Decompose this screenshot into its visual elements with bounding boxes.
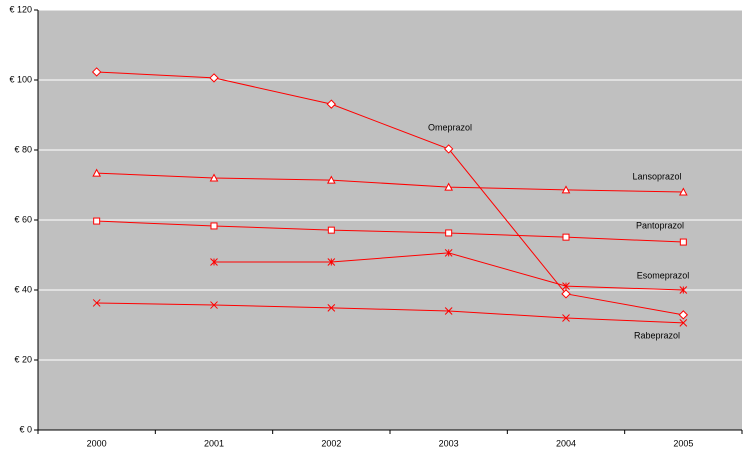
series-line bbox=[96, 220, 684, 243]
marker bbox=[561, 185, 571, 194]
series-label: Pantoprazol bbox=[636, 220, 684, 230]
marker bbox=[327, 303, 336, 312]
y-tick-label: € 20 bbox=[14, 354, 32, 364]
y-tick-label: € 0 bbox=[19, 424, 32, 434]
marker bbox=[679, 319, 688, 327]
marker bbox=[91, 67, 102, 77]
marker bbox=[209, 173, 219, 182]
series-line bbox=[96, 71, 684, 316]
marker bbox=[678, 310, 689, 320]
marker bbox=[92, 299, 101, 307]
marker bbox=[93, 217, 101, 225]
x-tick-label: 2005 bbox=[673, 438, 693, 448]
marker bbox=[210, 222, 218, 230]
marker bbox=[326, 99, 337, 109]
y-tick-label: € 80 bbox=[14, 144, 32, 154]
marker bbox=[561, 289, 571, 299]
marker bbox=[678, 187, 688, 196]
marker bbox=[92, 168, 102, 177]
marker bbox=[326, 175, 336, 184]
marker bbox=[327, 258, 336, 266]
y-tick-label: € 60 bbox=[14, 214, 32, 224]
marker bbox=[327, 226, 335, 234]
marker bbox=[679, 238, 687, 246]
marker bbox=[562, 233, 570, 241]
series-label: Rabeprazol bbox=[634, 330, 680, 340]
marker bbox=[210, 301, 218, 309]
marker bbox=[444, 307, 453, 315]
marker bbox=[209, 73, 219, 83]
marker bbox=[444, 182, 454, 191]
x-tick-label: 2004 bbox=[556, 438, 576, 448]
marker bbox=[443, 144, 454, 154]
marker bbox=[444, 249, 453, 257]
x-tick-label: 2002 bbox=[321, 438, 341, 448]
marker bbox=[562, 314, 570, 322]
series-label: Lansoprazol bbox=[632, 171, 681, 181]
marker bbox=[210, 258, 218, 266]
marker bbox=[445, 229, 453, 237]
x-tick-label: 2003 bbox=[439, 438, 459, 448]
y-tick-label: € 40 bbox=[14, 284, 32, 294]
series-label: Omeprazol bbox=[428, 122, 472, 132]
series-line bbox=[96, 172, 684, 193]
marker bbox=[562, 282, 570, 291]
y-tick-label: € 120 bbox=[9, 4, 32, 14]
series-label: Esomeprazol bbox=[637, 270, 690, 280]
y-tick-label: € 100 bbox=[9, 74, 32, 84]
marker bbox=[679, 286, 688, 294]
series-line bbox=[96, 302, 684, 324]
x-tick-label: 2000 bbox=[87, 438, 107, 448]
x-tick-label: 2001 bbox=[204, 438, 224, 448]
